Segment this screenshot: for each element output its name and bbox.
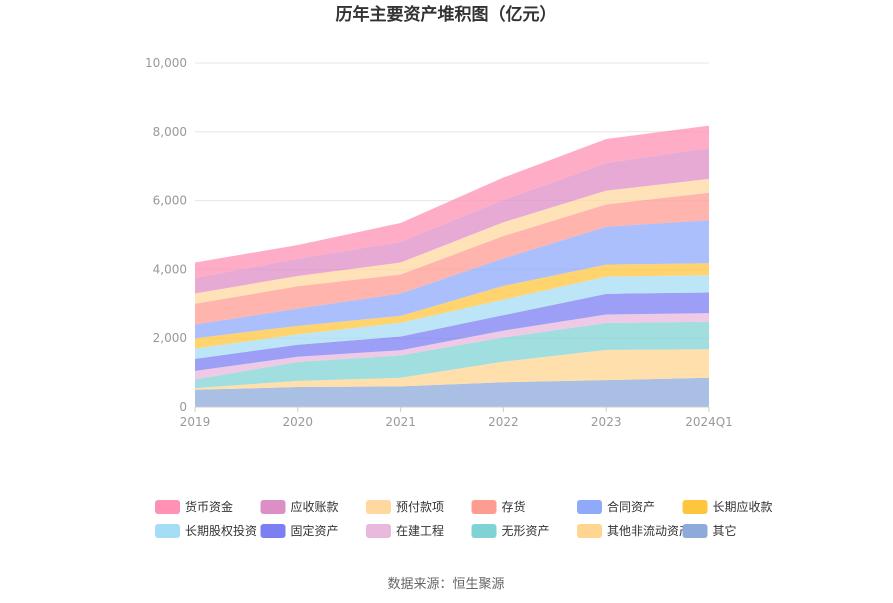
legend-item-长期股权投资[interactable]: 长期股权投资 [155, 523, 257, 538]
legend-item-货币资金[interactable]: 货币资金 [155, 499, 233, 514]
legend-label: 应收账款 [291, 499, 339, 514]
source-note: 数据来源：恒生聚源 [387, 577, 504, 592]
legend-item-在建工程[interactable]: 在建工程 [366, 523, 444, 538]
legend-item-应收账款[interactable]: 应收账款 [260, 499, 339, 514]
x-tick-label: 2023 [591, 415, 622, 429]
y-tick-label: 2,000 [153, 331, 187, 345]
x-tick-label: 2019 [180, 415, 211, 429]
legend-swatch [577, 500, 602, 514]
x-tick-label: 2020 [283, 415, 314, 429]
x-tick-label: 2021 [385, 415, 416, 429]
area-其他非流动资产 [195, 349, 709, 390]
area-应收账款 [195, 147, 709, 294]
x-tick-label: 2024Q1 [685, 415, 733, 429]
area-长期应收款 [195, 263, 709, 349]
legend-item-其他非流动资产[interactable]: 其他非流动资产 [577, 524, 691, 538]
y-tick-label: 8,000 [153, 125, 187, 139]
legend-swatch [155, 500, 180, 514]
legend-item-无形资产[interactable]: 无形资产 [471, 524, 550, 538]
legend-swatch [155, 524, 180, 538]
area-存货 [195, 192, 709, 325]
legend-item-预付款项[interactable]: 预付款项 [366, 500, 444, 514]
legend-label: 固定资产 [291, 523, 339, 538]
y-tick-label: 0 [179, 400, 187, 414]
legend-swatch [682, 524, 708, 538]
chart-title: 历年主要资产堆积图（亿元） [336, 4, 557, 25]
y-tick-label: 10,000 [145, 56, 187, 70]
legend-item-合同资产[interactable]: 合同资产 [577, 499, 655, 514]
area-series [195, 125, 709, 407]
y-tick-label: 6,000 [153, 194, 187, 208]
area-长期股权投资 [195, 275, 709, 359]
area-固定资产 [195, 292, 709, 371]
legend-swatch [471, 524, 497, 538]
legend-label: 长期股权投资 [185, 523, 257, 538]
legend-swatch [682, 500, 708, 514]
axes: 0 2,000 4,000 6,000 8,000 10,000 2019 2020 2021 2… [145, 56, 733, 429]
legend-swatch [366, 524, 391, 538]
x-tick-label: 2022 [488, 415, 519, 429]
legend-label: 在建工程 [396, 523, 444, 538]
legend-label: 货币资金 [185, 499, 233, 514]
legend-label: 其它 [713, 523, 737, 538]
area-合同资产 [195, 220, 709, 339]
area-在建工程 [195, 313, 709, 380]
legend-swatch [471, 500, 497, 514]
legend-swatch [366, 500, 391, 514]
legend-label: 存货 [502, 499, 526, 514]
area-其它 [195, 377, 709, 407]
legend-label: 无形资产 [502, 524, 550, 538]
legend-label: 其他非流动资产 [607, 524, 691, 538]
legend-label: 预付款项 [396, 500, 444, 514]
area-货币资金 [195, 125, 709, 278]
legend-label: 合同资产 [607, 499, 655, 514]
area-预付款项 [195, 178, 709, 304]
legend-item-固定资产[interactable]: 固定资产 [260, 523, 339, 538]
legend-item-长期应收款[interactable]: 长期应收款 [682, 499, 773, 514]
y-tick-label: 4,000 [153, 262, 187, 276]
legend-swatch [260, 524, 286, 538]
legend-label: 长期应收款 [713, 499, 773, 514]
legend-swatch [260, 500, 286, 514]
legend-swatch [577, 524, 602, 538]
area-无形资产 [195, 321, 709, 389]
legend-item-存货[interactable]: 存货 [471, 499, 526, 514]
legend-item-其它[interactable]: 其它 [682, 523, 737, 538]
